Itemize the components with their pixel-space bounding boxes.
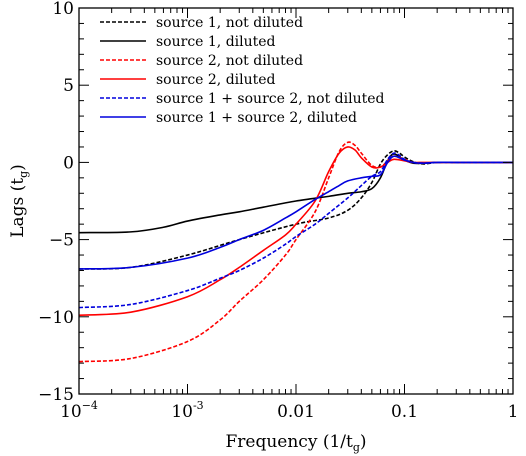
legend-label-source-2-not-diluted: source 2, not diluted [156,53,303,69]
y-axis-title: Lags (tg) [8,164,30,238]
legend-label-source-1-source-2-not-diluted: source 1 + source 2, not diluted [156,91,385,107]
x-tick-label: 0.01 [277,402,315,422]
series-line-source-1-diluted [78,153,513,234]
series-layer [78,141,513,363]
y-tick-label: 10 [52,0,74,19]
series-line-source-2-not-diluted [78,141,513,363]
y-tick-label: −5 [49,231,74,251]
ticks-layer: 10−4 10-3 0.01 0.1 1 10 5 0 −5 −10 −15 [38,0,518,422]
legend-label-source-1-diluted: source 1, diluted [156,34,276,50]
series-line-source-1-source-2-diluted [78,155,513,270]
x-axis-title: Frequency (1/tg) [225,432,366,454]
y-tick-label: 5 [63,76,74,96]
x-tick-label: 10−4 [60,399,98,422]
y-tick-label: −15 [38,385,74,405]
legend-label-source-1-not-diluted: source 1, not diluted [156,15,303,31]
legend-label-source-1-source-2-diluted: source 1 + source 2, diluted [156,110,357,126]
legend-label-source-2-diluted: source 2, diluted [156,72,276,88]
y-tick-label: 0 [63,153,74,173]
x-tick-label: 10-3 [171,399,203,422]
legend: source 1, not diluted source 1, diluted so… [100,15,385,126]
x-tick-label: 0.1 [391,402,418,422]
x-tick-label: 1 [508,402,519,422]
series-line-source-1-not-diluted [78,150,513,270]
y-tick-label: −10 [38,308,74,328]
